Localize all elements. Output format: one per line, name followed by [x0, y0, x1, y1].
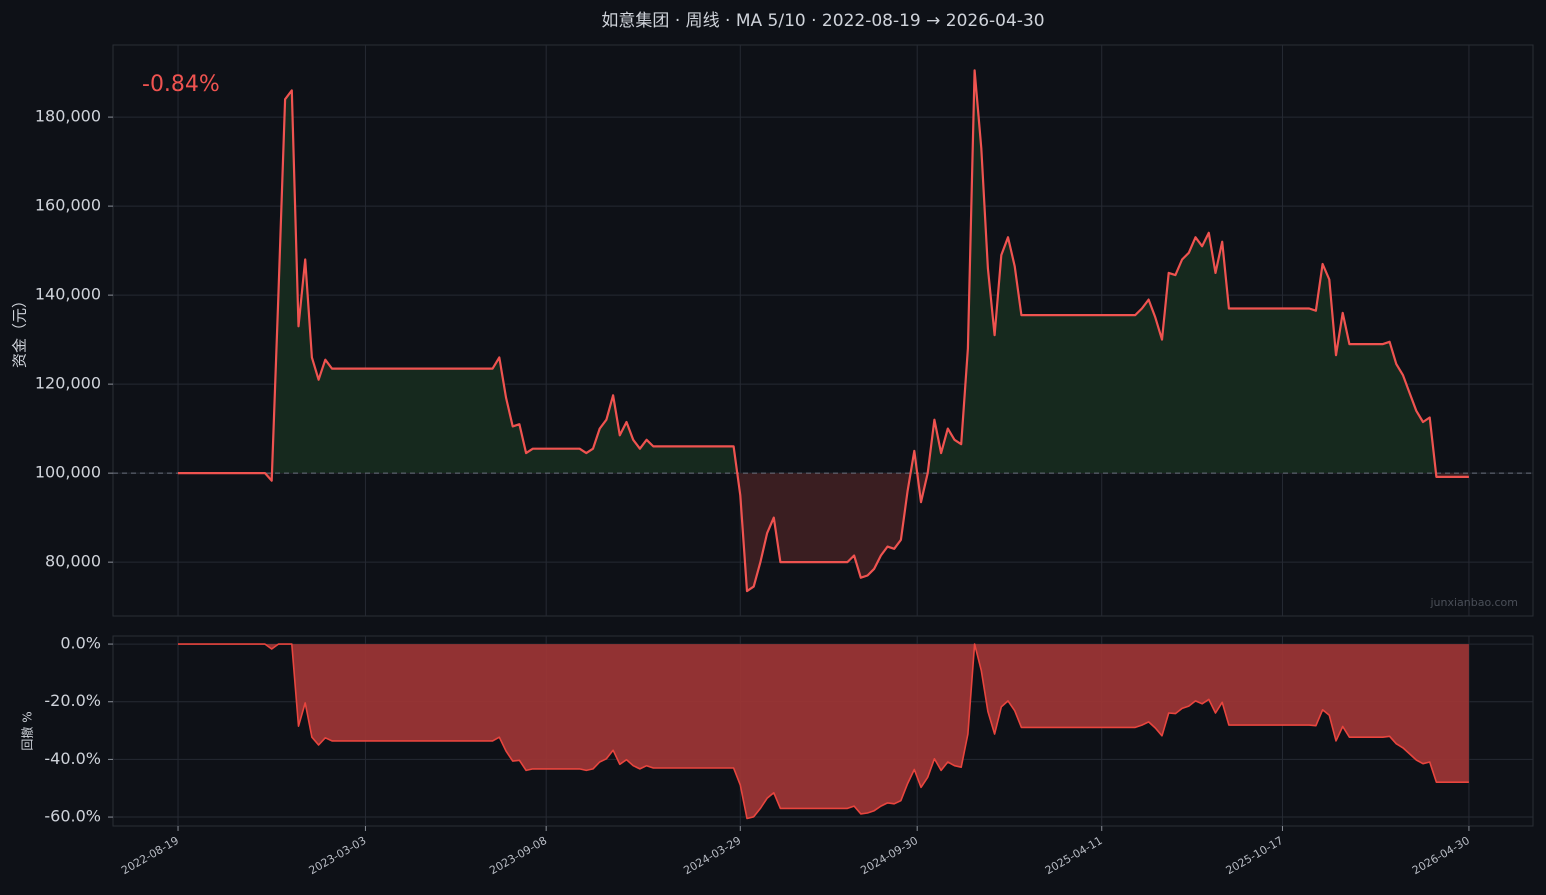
drawdown-area	[178, 644, 1469, 819]
y-axis-label: 资金（元）	[11, 293, 29, 368]
y-tick-label: 140,000	[35, 285, 101, 304]
y-tick-label: 180,000	[35, 107, 101, 126]
drawdown-line	[178, 643, 1469, 820]
y-tick-label: 0.0%	[60, 634, 101, 653]
chart-title: 如意集团 · 周线 · MA 5/10 · 2022-08-19 → 2026-…	[601, 11, 1044, 31]
y-axis-label: 回撤 %	[20, 711, 35, 750]
y-tick-label: -20.0%	[44, 691, 101, 710]
area-below	[178, 473, 1469, 592]
y-tick-label: -60.0%	[44, 807, 101, 826]
annotation: -0.84%	[142, 72, 220, 97]
y-tick-label: 100,000	[35, 463, 101, 482]
area-above	[178, 70, 1436, 474]
y-tick-label: 80,000	[45, 552, 101, 571]
watermark: junxianbao.com	[1429, 596, 1518, 609]
equity-line	[178, 69, 1469, 593]
y-tick-label: 120,000	[35, 374, 101, 393]
y-tick-label: -40.0%	[44, 749, 101, 768]
y-tick-label: 160,000	[35, 196, 101, 215]
